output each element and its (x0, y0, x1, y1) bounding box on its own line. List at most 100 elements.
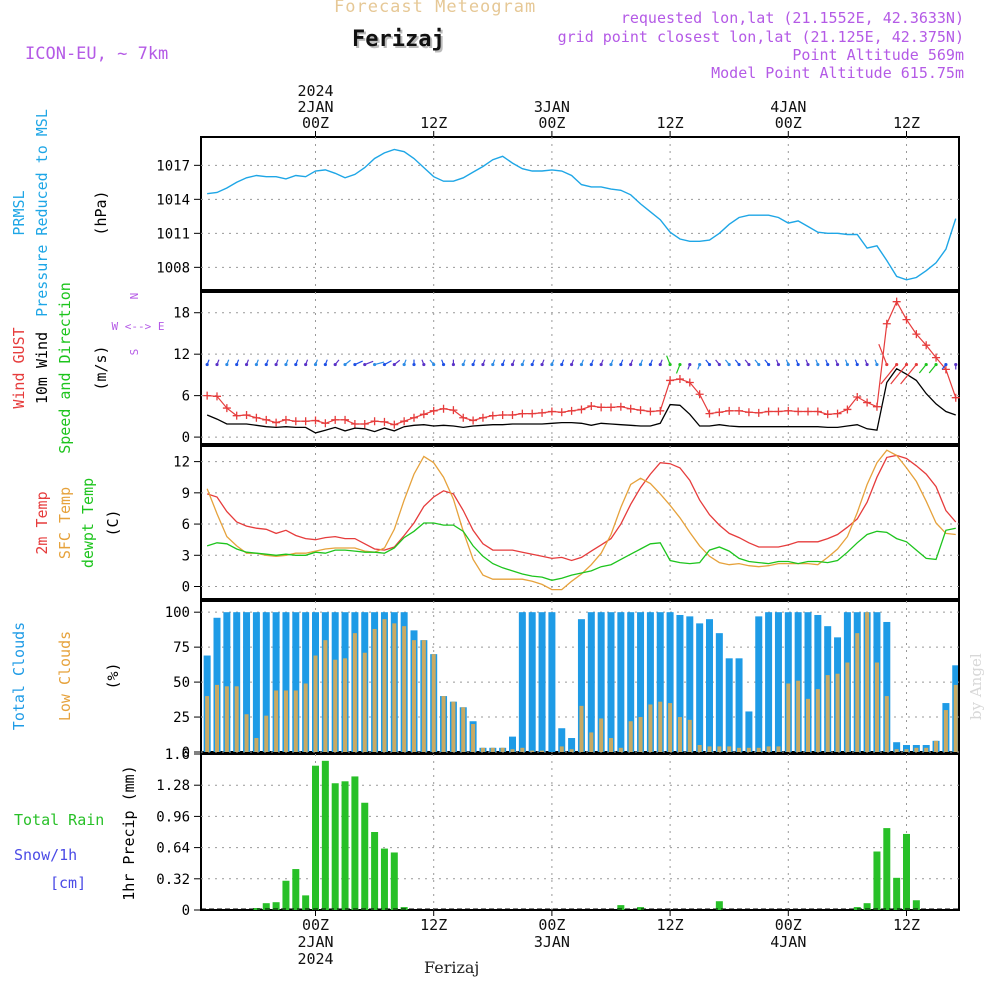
ylabel-gust: Wind GUST (10, 327, 28, 408)
gust-point (370, 417, 379, 426)
wind-arrow-head (629, 362, 633, 367)
low-cloud-bar (274, 690, 279, 752)
wind-arrow-head (244, 362, 249, 367)
y-tick-label: 50 (173, 675, 190, 691)
low-cloud-bar (333, 659, 338, 752)
low-cloud-bar (352, 633, 357, 752)
gust-point (449, 406, 458, 415)
wind-arrow-head (895, 362, 899, 367)
gust-point (301, 417, 310, 426)
wind-arrow-head (707, 362, 712, 367)
rain-bar (893, 877, 901, 910)
gust-point (725, 406, 734, 415)
wind-speed-line (206, 367, 956, 434)
y-tick-label: 6 (182, 389, 190, 405)
panel-frame (200, 136, 960, 291)
low-cloud-bar (924, 747, 929, 752)
low-cloud-bar (727, 746, 732, 752)
wind-arrow-head (382, 362, 387, 367)
total-cloud-bar (814, 614, 822, 752)
gust-point (331, 415, 340, 424)
gust-point (538, 408, 547, 417)
total-cloud-bar (637, 612, 645, 752)
wind-arrow-head (865, 362, 869, 367)
wind-arrow-head (579, 362, 584, 367)
gust-point (272, 418, 281, 427)
unit-ms: (m/s) (92, 345, 110, 390)
ylabel-rain: Total Rain (14, 811, 104, 829)
low-cloud-bar (618, 747, 623, 752)
ylabel-sfc: SFC Temp (56, 487, 74, 559)
low-cloud-bar (431, 654, 436, 752)
total-cloud-bar (686, 616, 694, 752)
gust-point (902, 315, 911, 324)
y-tick-label: 18 (173, 306, 190, 322)
gust-point (646, 407, 655, 416)
rain-bar (912, 900, 920, 910)
rain-bar (341, 781, 349, 910)
ylabel-total: Total Clouds (10, 622, 28, 730)
requested-coords: requested lon,lat (21.1552E, 42.3633N) (620, 9, 964, 27)
time-label-top: 4JAN (770, 98, 806, 116)
wind-arrow-head (619, 362, 623, 367)
gust-point (685, 378, 694, 387)
y-tick-label: 0.96 (156, 809, 190, 825)
low-cloud-bar (786, 683, 791, 752)
gust-point (922, 341, 931, 350)
ylabel-cm: [cm] (50, 874, 86, 892)
wind-arrow-head (235, 362, 239, 367)
total-cloud-bar (696, 623, 704, 752)
low-cloud-bar (205, 696, 210, 752)
total-cloud-bar (597, 612, 605, 752)
wind-arrow-head (284, 362, 288, 367)
gust-point (419, 410, 428, 419)
wind-arrow-head (776, 362, 781, 367)
total-cloud-bar (774, 612, 782, 752)
unit-hpa: (hPa) (92, 190, 110, 235)
gust-point (813, 407, 822, 416)
total-cloud-bar (755, 616, 763, 752)
y-tick-label: 0 (182, 580, 190, 596)
total-cloud-bar (587, 612, 595, 752)
total-cloud-bar (262, 612, 270, 752)
total-cloud-bar (784, 612, 792, 752)
low-cloud-bar (293, 690, 298, 752)
low-cloud-bar (264, 715, 269, 752)
wind-arrow-head (441, 362, 446, 367)
total-cloud-bar (272, 612, 280, 752)
rain-bar (272, 902, 280, 910)
point-altitude: Point Altitude 569m (792, 46, 964, 64)
y-tick-label: 0 (182, 430, 190, 446)
low-cloud-bar (825, 675, 830, 752)
low-cloud-bar (894, 749, 899, 752)
gust-point (754, 408, 763, 417)
pressure-line (207, 148, 957, 281)
time-label-bottom: 4JAN (770, 933, 806, 951)
rain-bar (617, 905, 625, 910)
low-cloud-bar (697, 745, 702, 752)
total-cloud-bar (252, 612, 260, 752)
gust-point (213, 392, 221, 401)
wind-arrow-head (944, 362, 948, 367)
wind-arrow-head (402, 362, 406, 367)
low-cloud-bar (490, 747, 495, 752)
gust-point (262, 415, 271, 424)
wind-arrow-head (363, 362, 367, 367)
rain-bar (282, 880, 290, 910)
compass-we: W <--> E (112, 320, 165, 333)
gust-point (932, 353, 941, 362)
gust-point (872, 402, 881, 411)
time-label-top: 12Z (893, 114, 920, 132)
gust-point (656, 406, 665, 415)
rain-bar (390, 852, 398, 910)
wind-arrow-head (796, 362, 800, 367)
gust-point (390, 420, 399, 429)
wind-arrow-head (648, 362, 653, 367)
ylabel-pressure: Pressure Reduced to MSL (33, 109, 51, 317)
low-cloud-bar (234, 686, 239, 752)
wind-arrow-head (727, 362, 731, 367)
wind-arrow-head (481, 362, 485, 367)
rain-bar (321, 760, 329, 910)
total-cloud-bar (706, 619, 713, 752)
time-label-bottom: 3JAN (534, 933, 570, 951)
